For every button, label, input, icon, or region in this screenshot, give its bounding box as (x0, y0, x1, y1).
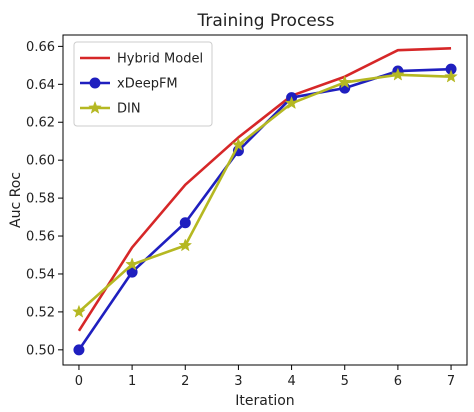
x-axis-label: Iteration (235, 393, 294, 409)
x-tick-label: 6 (394, 374, 402, 389)
y-tick-label: 0.58 (26, 192, 55, 207)
x-tick-label: 2 (181, 374, 189, 389)
legend-label: xDeepFM (117, 77, 178, 92)
series-layer (72, 46, 458, 356)
y-tick-label: 0.60 (26, 154, 55, 169)
x-tick-label: 7 (447, 374, 455, 389)
legend-box (73, 41, 213, 127)
legend-item-din: DIN (80, 100, 141, 117)
y-tick-label: 0.56 (26, 230, 55, 245)
x-tick-label: 4 (287, 374, 295, 389)
y-tick-label: 0.54 (26, 267, 55, 282)
data-point-din (391, 67, 405, 81)
y-tick-label: 0.64 (26, 78, 55, 93)
x-tick-label: 5 (341, 374, 349, 389)
data-point-din (284, 96, 299, 110)
y-tick-label: 0.66 (26, 40, 55, 55)
x-tick-label: 0 (75, 374, 83, 389)
legend-marker (88, 100, 102, 114)
data-point-din (337, 75, 352, 89)
data-point-xdeepfm (73, 344, 85, 356)
data-point-din (231, 137, 246, 151)
series-hybrid-model (77, 46, 452, 332)
legend: Hybrid Model xDeepFM DIN (73, 41, 213, 127)
plot-frame (62, 34, 468, 366)
x-axis: 0 1 2 3 4 5 6 7 (75, 365, 455, 389)
data-point-xdeepfm (179, 217, 191, 229)
y-tick-label: 0.50 (26, 343, 55, 358)
legend-label: DIN (117, 102, 141, 117)
legend-marker (89, 77, 101, 89)
x-tick-label: 3 (234, 374, 242, 389)
y-tick-label: 0.52 (26, 305, 55, 320)
legend-item-hybrid-model: Hybrid Model (80, 52, 203, 67)
data-point-din (72, 304, 86, 318)
series-din (72, 67, 458, 318)
y-axis-label: Auc Roc (8, 172, 24, 228)
legend-label: Hybrid Model (117, 52, 203, 67)
chart-title: Training Process (197, 11, 335, 31)
data-point-din (125, 257, 139, 271)
series-line-din (78, 73, 452, 313)
legend-item-xdeepfm: xDeepFM (80, 77, 178, 92)
data-point-din (444, 69, 458, 83)
y-tick-label: 0.62 (26, 116, 55, 131)
data-point-din (178, 238, 193, 252)
x-tick-label: 1 (128, 374, 136, 389)
y-axis: 0.50 0.52 0.54 0.56 0.58 0.60 0.62 0.64 0.66 (26, 40, 63, 358)
series-line-hybrid-model (77, 46, 452, 332)
